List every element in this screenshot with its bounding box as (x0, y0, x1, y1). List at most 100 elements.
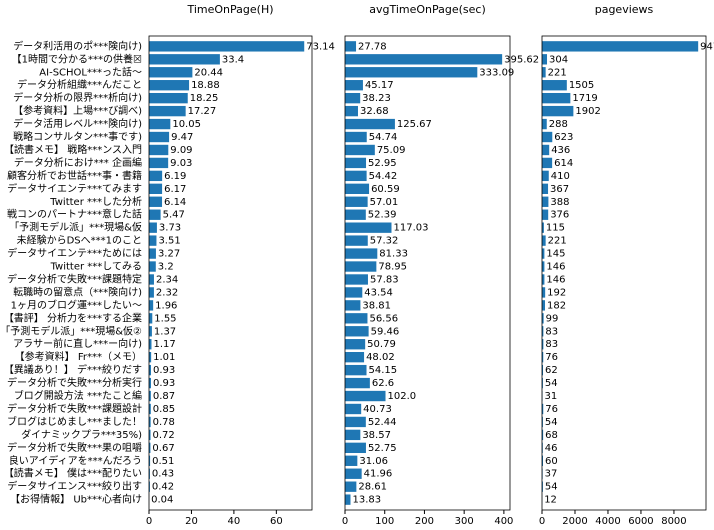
bar (149, 326, 152, 337)
bar (149, 144, 169, 156)
bar (149, 131, 170, 143)
bar (542, 92, 571, 104)
bar (345, 326, 369, 337)
value-label: 376 (550, 210, 569, 221)
bar (149, 67, 193, 78)
value-label: 48.02 (366, 352, 395, 363)
value-label: 52.75 (368, 443, 397, 454)
value-label: 9470 (700, 41, 714, 52)
bar (345, 468, 362, 479)
value-label: 17.27 (188, 106, 217, 117)
value-label: 54.42 (369, 171, 398, 182)
value-label: 388 (550, 197, 569, 208)
bar (345, 390, 386, 402)
bar (345, 183, 370, 194)
bar (149, 105, 186, 117)
category-label: 1ヶ月のブログ運***したい〜 (11, 298, 142, 311)
category-label: 【書評】 分析力を***する企業 (4, 311, 142, 324)
value-label: 0.87 (153, 391, 175, 402)
value-label: 50.79 (367, 339, 396, 350)
bar (542, 131, 553, 143)
value-label: 0.93 (153, 378, 175, 389)
category-label: 顧客分析でお世話***事・書籍 (7, 169, 142, 182)
bar (345, 429, 361, 441)
bar (149, 80, 190, 91)
value-label: 6.17 (164, 184, 186, 195)
x-tick-label: 8000 (661, 516, 686, 527)
bar (345, 300, 361, 311)
bar (149, 274, 154, 285)
bar (345, 416, 366, 428)
subplot-title: avgTimeOnPage(sec) (369, 3, 486, 16)
value-label: 1.55 (154, 313, 176, 324)
value-label: 76 (545, 404, 558, 415)
bar (149, 364, 151, 376)
bar (149, 261, 156, 272)
value-label: 192 (547, 287, 566, 298)
value-label: 18.88 (191, 80, 220, 91)
value-label: 0.51 (152, 456, 174, 467)
bar (345, 339, 366, 350)
bar (542, 235, 546, 246)
value-label: 9.09 (170, 145, 192, 156)
value-label: 27.78 (358, 41, 387, 52)
value-label: 52.39 (368, 210, 397, 221)
category-label: Twitter ***した分析 (49, 195, 142, 208)
bar (345, 54, 503, 65)
value-label: 1.01 (153, 352, 175, 363)
value-label: 117.03 (393, 223, 428, 234)
value-label: 3.51 (158, 236, 180, 247)
value-label: 115 (546, 223, 565, 234)
bar (345, 261, 377, 272)
bar (345, 442, 366, 454)
bar (345, 80, 363, 91)
category-label: データ分析で失敗***課題設計 (7, 402, 142, 415)
value-label: 75.09 (377, 145, 406, 156)
bar (149, 403, 151, 415)
bar (542, 209, 549, 220)
bar (542, 287, 546, 298)
bar (542, 416, 543, 428)
value-label: 32.68 (360, 106, 389, 117)
category-label: アラサー前に直し***ー向け) (13, 337, 142, 350)
category-label: ブログ開設方法 ***たこと編 (14, 389, 142, 402)
value-label: 40.73 (363, 404, 392, 415)
x-tick-label: 2000 (562, 516, 587, 527)
value-label: 3.27 (158, 249, 180, 260)
x-tick-label: 0 (342, 516, 348, 527)
value-label: 59.46 (371, 326, 400, 337)
bar (149, 170, 163, 182)
axes-frame (344, 35, 511, 511)
bar (149, 313, 153, 324)
bar (542, 300, 546, 311)
value-label: 333.09 (479, 67, 514, 78)
bar (542, 274, 545, 285)
x-tick-label: 6000 (628, 516, 653, 527)
category-label: 転職時の留意点（***険向け) (13, 285, 142, 298)
bar (149, 196, 163, 207)
value-label: 43.54 (364, 287, 393, 298)
category-label: ブログはじめまし***ました！ (7, 415, 142, 428)
category-label: 戦コンのパートナ***意した話 (7, 208, 142, 221)
bar (149, 468, 150, 479)
value-label: 52.44 (368, 417, 397, 428)
category-label: 【お得情報】 Ub***心者向け (10, 493, 142, 506)
value-label: 146 (546, 274, 565, 285)
bar (542, 105, 574, 117)
value-label: 288 (549, 119, 568, 130)
bar (542, 403, 544, 415)
category-label: データサイエンス***絞り出す (7, 480, 142, 493)
value-label: 60 (545, 456, 558, 467)
bar (149, 183, 163, 194)
bar (149, 222, 157, 233)
value-label: 45.17 (365, 80, 394, 91)
value-label: 10.05 (172, 119, 201, 130)
bar (345, 105, 358, 117)
value-label: 33.4 (222, 54, 244, 65)
value-label: 41.96 (364, 469, 393, 480)
x-tick-label: 100 (375, 516, 394, 527)
category-label: 戦略コンサルタン***事です) (13, 130, 142, 143)
x-tick-label: 0 (539, 516, 545, 527)
bar (345, 274, 368, 285)
value-label: 78.95 (378, 262, 407, 273)
